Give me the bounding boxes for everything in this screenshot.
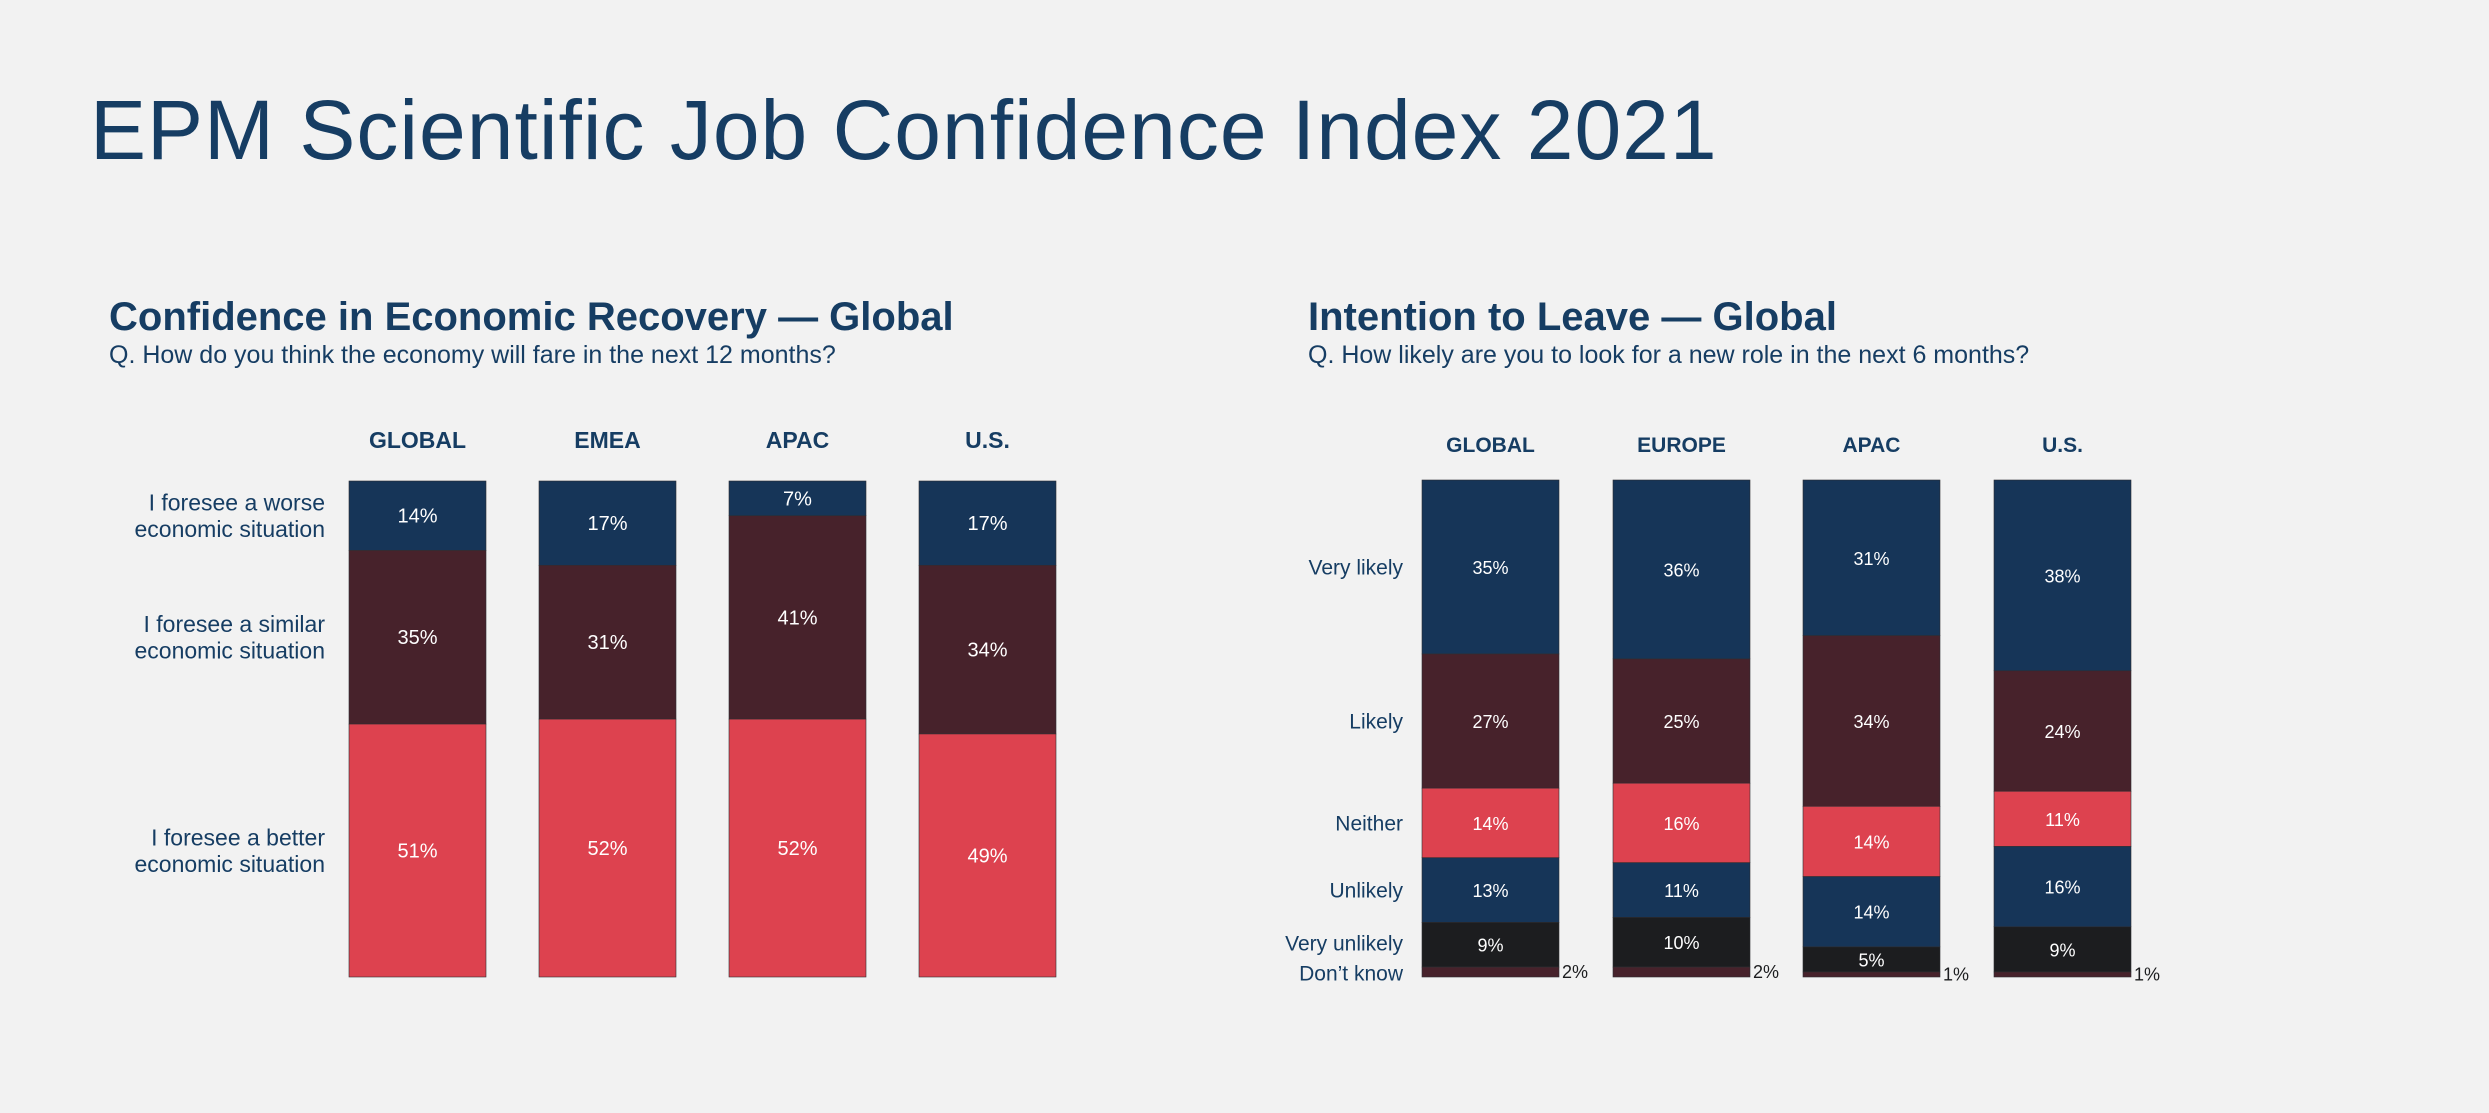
- economic-recovery-panel: Confidence in Economic Recovery — Global…: [109, 295, 1209, 1015]
- economic-recovery-title: Confidence in Economic Recovery — Global: [109, 295, 954, 339]
- intention-to-leave-question: Q. How likely are you to look for a new …: [1308, 341, 2030, 369]
- page-title: EPM Scientific Job Confidence Index 2021: [90, 83, 1718, 177]
- intention-to-leave-title: Intention to Leave — Global: [1308, 295, 1837, 339]
- intention-to-leave-panel: Intention to Leave — Global Q. How likel…: [1308, 295, 2308, 1015]
- economic-recovery-question: Q. How do you think the economy will far…: [109, 341, 836, 369]
